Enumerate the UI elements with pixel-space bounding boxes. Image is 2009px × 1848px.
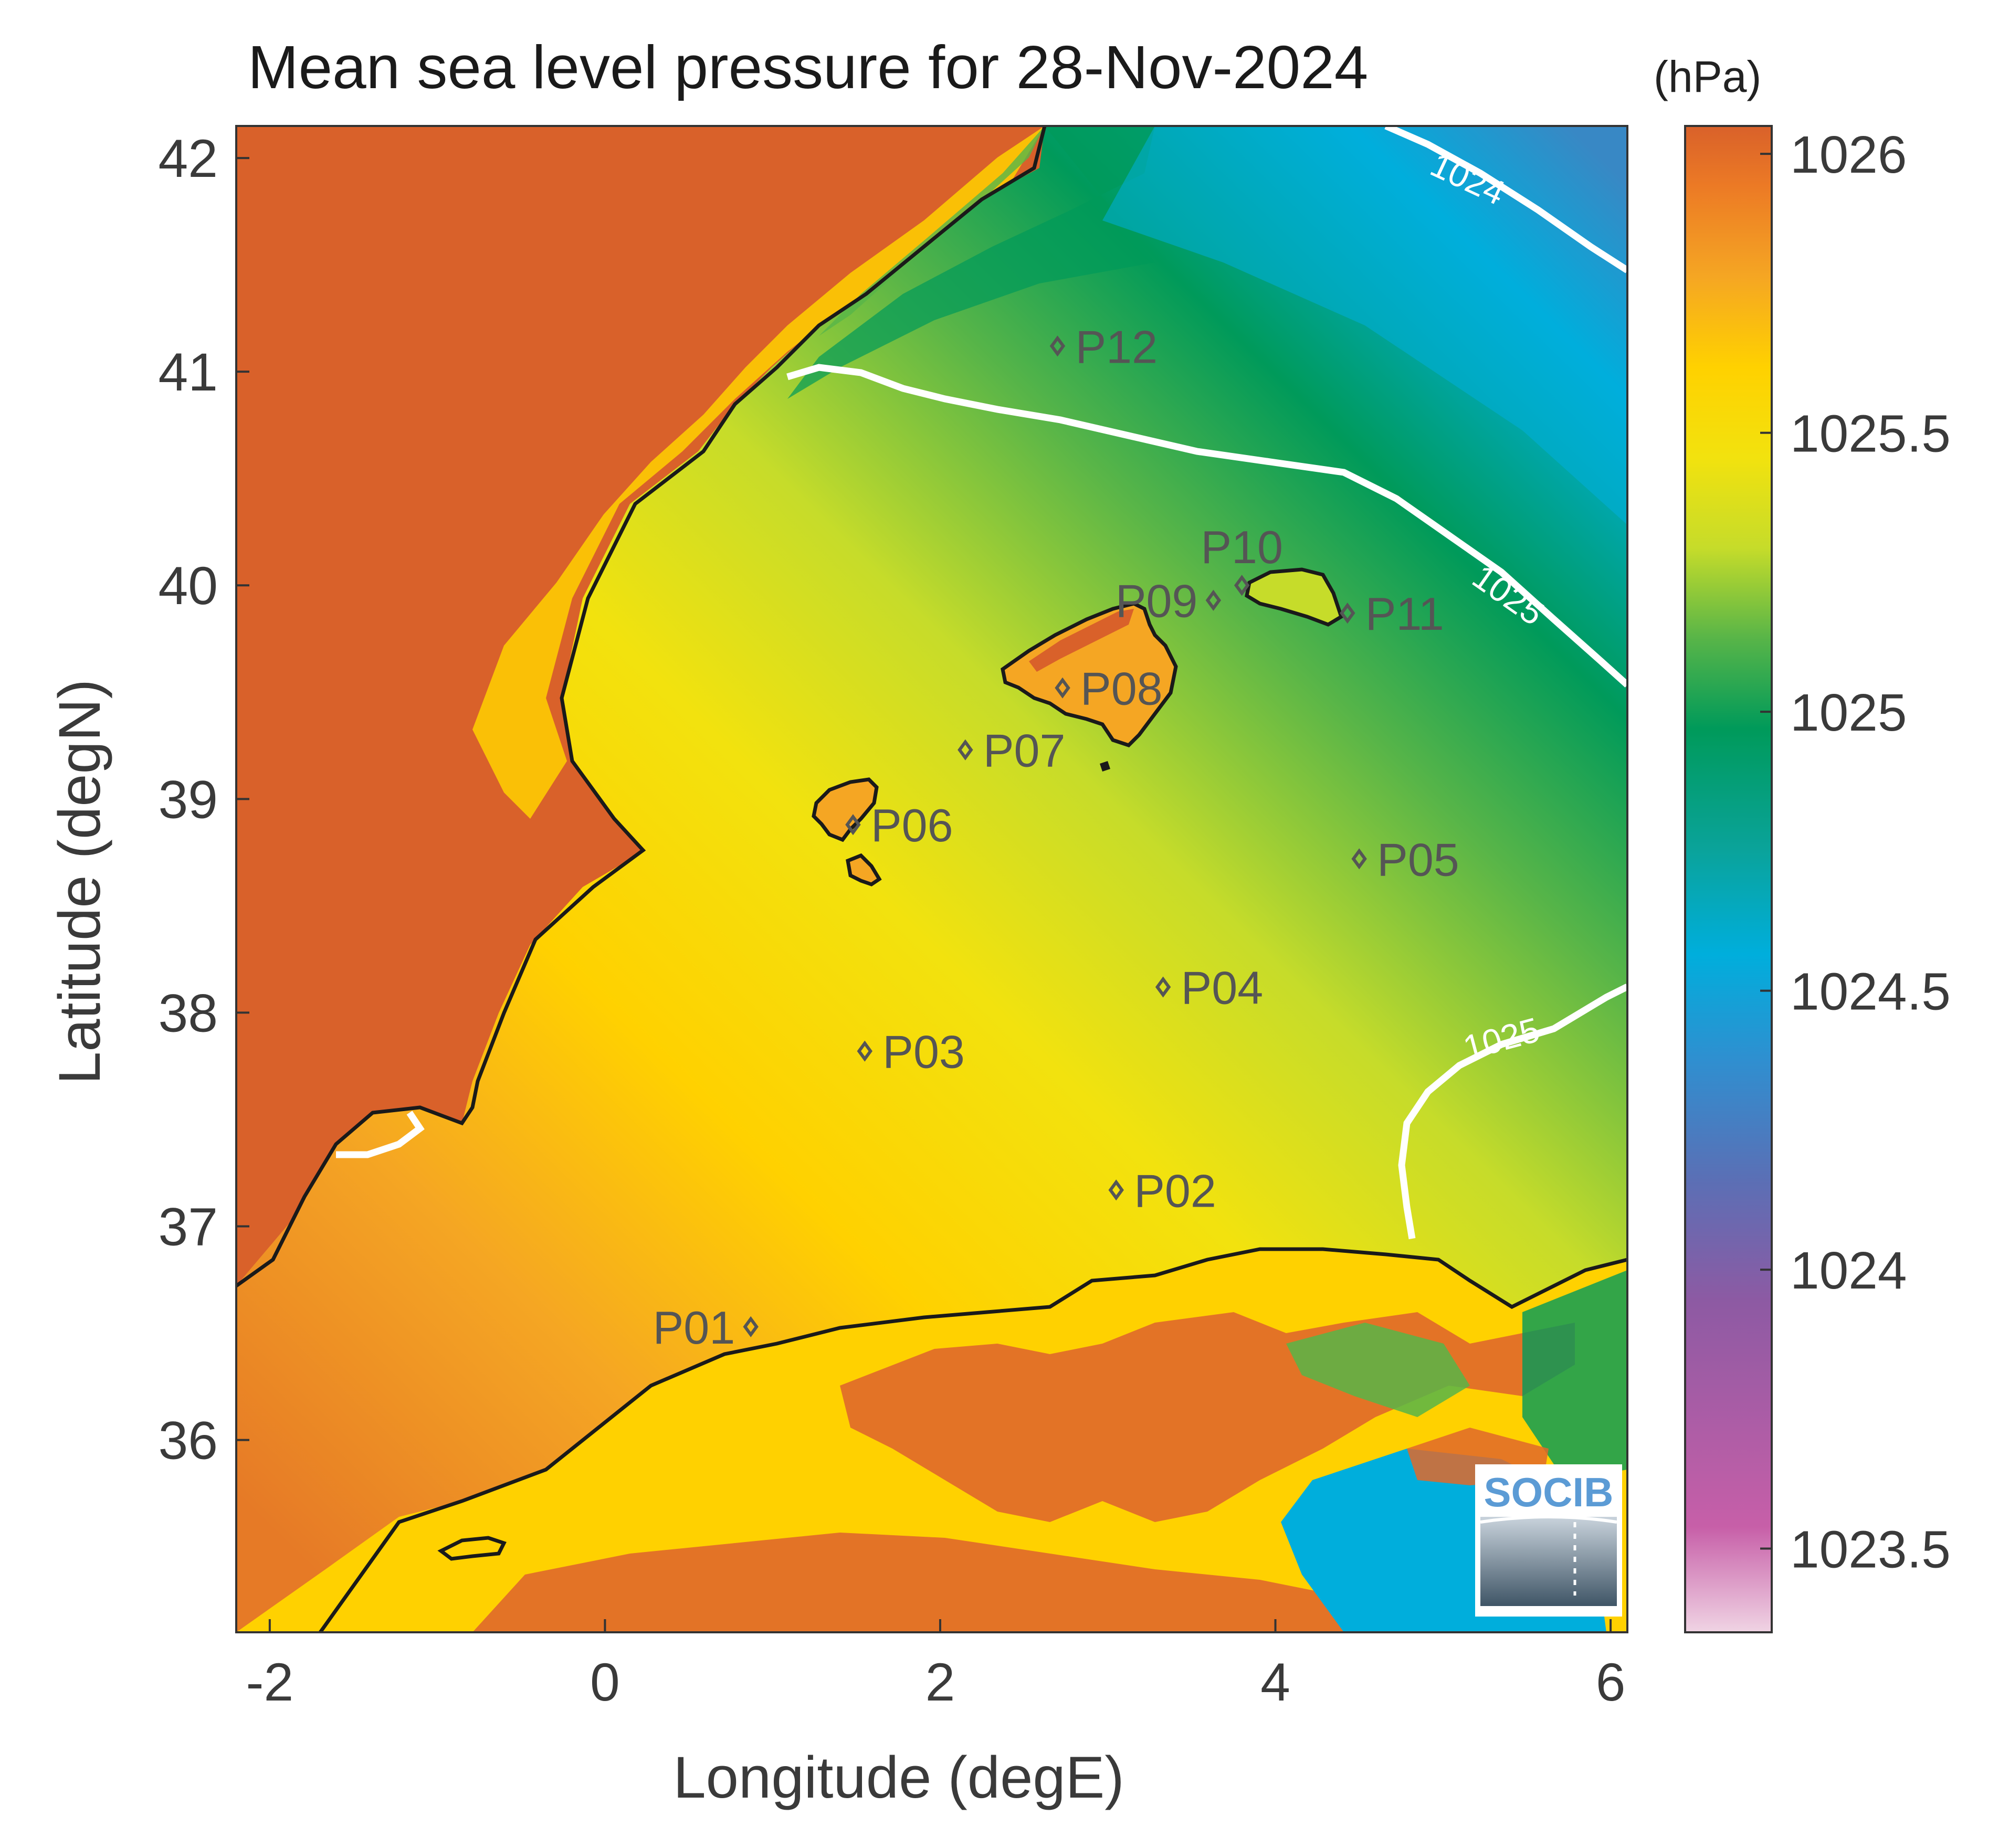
x-tick-label: 2 xyxy=(925,1652,955,1712)
africa-south-orange xyxy=(472,1533,1417,1632)
colorbar-unit-label: (hPa) xyxy=(1654,52,1761,101)
x-tick-label: 4 xyxy=(1260,1652,1290,1712)
colorbar-tick-label: 1023.5 xyxy=(1790,1520,1951,1579)
station-label: P01 xyxy=(653,1302,735,1354)
y-tick-label: 39 xyxy=(159,769,218,829)
isobar-1025-iberia xyxy=(336,1111,425,1158)
menorca-island xyxy=(1245,567,1344,627)
x-tick-label: 6 xyxy=(1596,1652,1626,1712)
y-axis-ticks: 42 41 40 39 38 37 36 xyxy=(159,129,249,1471)
station-p02[interactable]: P02 xyxy=(1108,1165,1216,1217)
y-tick-label: 37 xyxy=(159,1197,218,1257)
station-marker-icon xyxy=(1108,1179,1124,1201)
isobar-1025-south xyxy=(1398,984,1627,1240)
station-p03[interactable]: P03 xyxy=(857,1026,965,1078)
station-p01[interactable]: P01 xyxy=(653,1302,759,1354)
mallorca-highlands xyxy=(1029,609,1134,672)
station-p09[interactable]: P09 xyxy=(1116,575,1222,627)
station-p10[interactable]: P10 xyxy=(1201,521,1283,596)
station-label: P04 xyxy=(1181,962,1264,1014)
isobar-1024 xyxy=(1384,126,1627,273)
station-label: P05 xyxy=(1377,833,1459,885)
station-p11[interactable]: P11 xyxy=(1340,588,1444,640)
station-marker-icon xyxy=(857,1040,873,1062)
station-marker-icon xyxy=(845,814,861,836)
formentera-island xyxy=(846,853,882,886)
africa-coastline xyxy=(319,1247,1627,1632)
colorbar-tick-label: 1024 xyxy=(1790,1241,1907,1300)
africa-green-patch xyxy=(1286,1323,1470,1417)
station-marker-icon xyxy=(743,1316,759,1337)
station-p07[interactable]: P07 xyxy=(958,725,1066,777)
colorbar-tick-label: 1026 xyxy=(1790,125,1907,184)
station-marker-icon xyxy=(1205,589,1222,611)
station-label: P07 xyxy=(983,725,1066,777)
socib-logo: SOCIB xyxy=(1475,1464,1622,1617)
station-label: P02 xyxy=(1134,1165,1216,1217)
station-p06[interactable]: P06 xyxy=(845,799,953,851)
station-label: P12 xyxy=(1075,321,1158,373)
mallorca-island xyxy=(1001,601,1178,748)
x-tick-label: 0 xyxy=(590,1652,620,1712)
socib-logo-text: SOCIB xyxy=(1484,1469,1613,1515)
station-p04[interactable]: P04 xyxy=(1155,962,1264,1014)
station-marker-icon xyxy=(1351,848,1367,870)
station-label: P11 xyxy=(1365,588,1444,640)
iberia-coastline xyxy=(236,126,1047,1287)
station-marker-icon xyxy=(1155,976,1171,998)
cabrera-island xyxy=(1100,761,1110,772)
y-axis-label: Latitude (degN) xyxy=(47,679,112,1084)
colorbar-ticks: 1026 1025.5 1025 1024.5 1024 1023.5 xyxy=(1760,125,1951,1579)
x-tick-label: -2 xyxy=(246,1652,294,1712)
ibiza-island xyxy=(812,777,879,842)
station-p12[interactable]: P12 xyxy=(1049,321,1158,373)
station-label: P09 xyxy=(1116,575,1198,627)
station-label: P03 xyxy=(882,1026,965,1078)
pressure-map: 1024 1025 1025 P01P02P03P04P05P06P07P08P… xyxy=(236,126,1627,1632)
iberia-land xyxy=(236,126,1045,1286)
y-tick-label: 41 xyxy=(159,342,218,402)
colorbar-gradient xyxy=(1685,126,1772,1632)
station-marker-icon xyxy=(1234,575,1250,596)
station-marker-icon xyxy=(1340,603,1355,624)
african-coast-islet xyxy=(437,1536,507,1561)
station-marker-icon xyxy=(958,739,973,761)
y-tick-label: 38 xyxy=(159,983,218,1043)
colorbar-frame xyxy=(1684,125,1773,1633)
x-axis-ticks: -2 0 2 4 6 xyxy=(246,1619,1626,1712)
station-p08[interactable]: P08 xyxy=(1055,663,1163,715)
map-title: Mean sea level pressure for 28-Nov-2024 xyxy=(248,33,1368,101)
station-marker-icon xyxy=(1055,677,1070,699)
station-label: P06 xyxy=(871,799,953,851)
colorbar-tick-label: 1025.5 xyxy=(1790,405,1951,463)
y-tick-label: 36 xyxy=(159,1411,218,1471)
station-p05[interactable]: P05 xyxy=(1351,833,1459,885)
station-marker-icon xyxy=(1049,335,1066,357)
map-frame xyxy=(235,125,1628,1633)
northeast-sea-shelf xyxy=(787,126,1155,399)
y-tick-label: 40 xyxy=(159,556,218,616)
colorbar-tick-label: 1025 xyxy=(1790,683,1907,742)
isobar-1025-north xyxy=(786,364,1627,688)
station-label: P10 xyxy=(1201,521,1283,573)
station-label: P08 xyxy=(1080,663,1163,715)
africa-east-green xyxy=(1522,1270,1627,1480)
x-axis-label: Longitude (degE) xyxy=(673,1745,1124,1810)
iberia-fringe-green xyxy=(819,126,1045,336)
colorbar-tick-label: 1024.5 xyxy=(1790,963,1951,1021)
colorbar: 1026 1025.5 1025 1024.5 1024 1023.5 xyxy=(1684,125,1951,1633)
y-tick-label: 42 xyxy=(159,129,218,188)
northeast-sea-blue xyxy=(1102,126,1627,525)
